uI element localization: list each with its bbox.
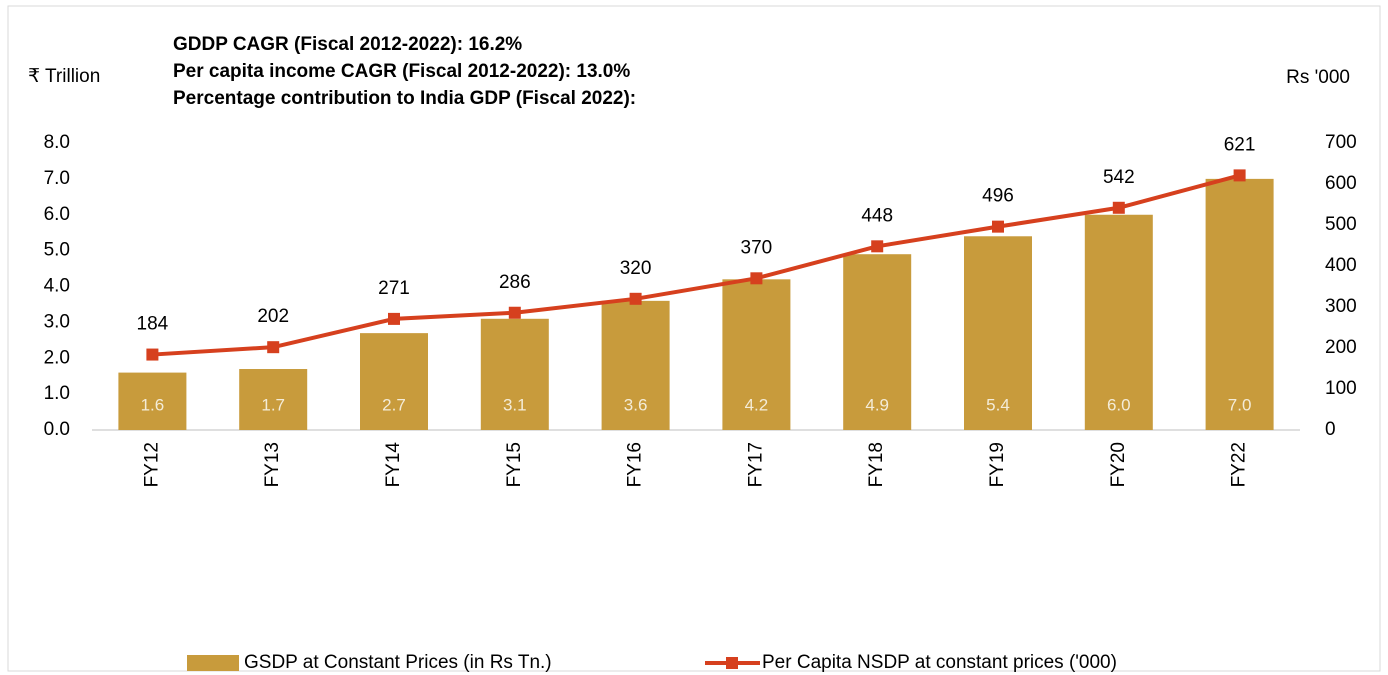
y2-tick-label: 300 [1325, 296, 1357, 317]
legend-label: Per Capita NSDP at constant prices ('000… [762, 652, 1117, 673]
line-marker [992, 220, 1004, 233]
bar-value-label: 5.4 [986, 395, 1010, 414]
legend-swatch [726, 657, 738, 669]
x-tick-label: FY20 [1108, 442, 1129, 487]
bar-value-label: 4.9 [865, 395, 889, 414]
y-tick-label: 6.0 [44, 204, 70, 225]
bar-value-label: 1.7 [261, 395, 285, 414]
x-tick-label: FY15 [504, 442, 525, 487]
bar-value-label: 1.6 [141, 395, 165, 414]
line-marker [871, 240, 884, 253]
x-tick-label: FY12 [141, 442, 162, 487]
y-tick-label: 7.0 [44, 168, 70, 189]
bar [360, 333, 428, 430]
bar [480, 318, 549, 430]
bar-value-label: 2.7 [382, 395, 406, 414]
x-tick-label: FY14 [383, 442, 404, 488]
y-tick-label: 3.0 [44, 311, 70, 332]
line-value-label: 542 [1103, 167, 1135, 188]
y2-tick-label: 400 [1325, 255, 1357, 276]
line-marker [267, 341, 280, 354]
y-tick-label: 2.0 [44, 347, 70, 368]
x-tick-label: FY13 [262, 442, 283, 487]
y2-tick-label: 600 [1325, 173, 1357, 194]
bar-value-label: 7.0 [1228, 395, 1252, 414]
line-marker [1233, 169, 1246, 182]
legend-swatch [187, 655, 239, 671]
line-value-label: 320 [620, 258, 652, 279]
bar [601, 300, 670, 430]
y2-tick-label: 0 [1325, 419, 1336, 440]
legend-label: GSDP at Constant Prices (in Rs Tn.) [244, 652, 552, 673]
line-marker [388, 312, 400, 325]
y-tick-label: 0.0 [44, 419, 70, 440]
x-tick-label: FY16 [625, 442, 646, 487]
line-value-label: 496 [982, 186, 1014, 207]
bar [118, 372, 187, 430]
annotation: GDDP CAGR (Fiscal 2012-2022): 16.2% [173, 34, 522, 55]
bar [964, 236, 1032, 430]
y2-tick-label: 500 [1325, 214, 1357, 235]
bar [1205, 178, 1274, 430]
line-marker [750, 272, 763, 285]
line-marker [1112, 201, 1125, 214]
bar-value-label: 3.1 [503, 395, 527, 414]
x-tick-label: FY18 [866, 442, 887, 487]
bar-value-label: 4.2 [745, 395, 769, 414]
bar [239, 369, 308, 430]
annotation: Percentage contribution to India GDP (Fi… [173, 88, 636, 109]
line-marker [508, 306, 521, 319]
bar-value-label: 3.6 [624, 395, 648, 414]
x-tick-label: FY19 [987, 442, 1008, 487]
line-value-label: 621 [1224, 134, 1256, 155]
y2-axis-label: Rs '000 [1286, 67, 1350, 88]
y-tick-label: 1.0 [44, 383, 70, 404]
bar [722, 279, 791, 430]
line [152, 173, 1241, 357]
x-tick-label: FY17 [745, 442, 766, 487]
y-axis-label: ₹ Trillion [28, 66, 100, 87]
bar-value-label: 6.0 [1107, 395, 1131, 414]
x-tick-label: FY22 [1229, 442, 1250, 487]
line-value-label: 448 [861, 205, 893, 226]
y-tick-label: 4.0 [44, 276, 70, 297]
y2-tick-label: 700 [1325, 132, 1357, 153]
line-marker [146, 348, 159, 361]
y2-tick-label: 200 [1325, 337, 1357, 358]
y-tick-label: 5.0 [44, 240, 70, 261]
line-value-label: 184 [137, 314, 169, 335]
bar [843, 254, 912, 430]
line-value-label: 286 [499, 272, 531, 293]
y2-tick-label: 100 [1325, 378, 1357, 399]
line-marker [629, 292, 642, 305]
bar [1084, 214, 1153, 430]
annotation: Per capita income CAGR (Fiscal 2012-2022… [173, 61, 630, 82]
line-value-label: 370 [741, 237, 773, 258]
line-value-label: 271 [378, 278, 410, 299]
line-value-label: 202 [257, 306, 289, 327]
y-tick-label: 8.0 [44, 132, 70, 153]
